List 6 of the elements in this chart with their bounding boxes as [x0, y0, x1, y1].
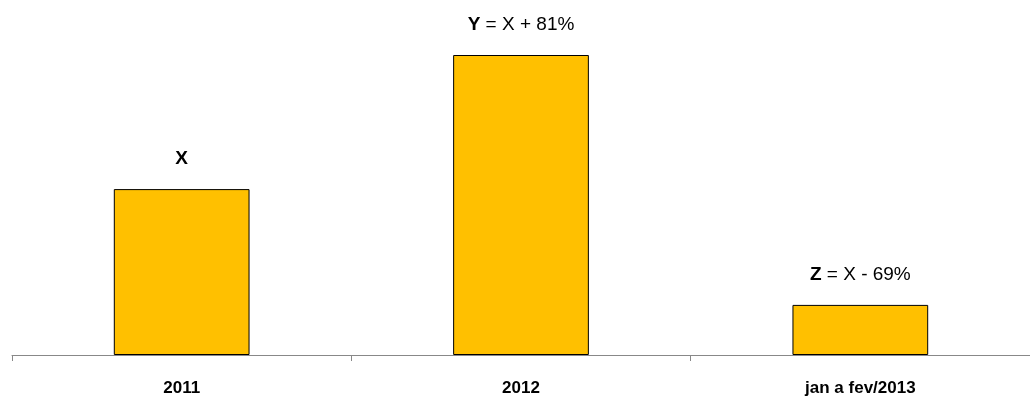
x-tick-label: jan a fev/2013 [804, 378, 916, 397]
annotation: Z = X - 69% [809, 262, 911, 284]
annotation: X [175, 147, 189, 169]
x-tick-label: 2011 [163, 378, 201, 397]
annotation: Y = X + 81% [467, 13, 575, 34]
x-tick-label: 2012 [502, 378, 540, 397]
